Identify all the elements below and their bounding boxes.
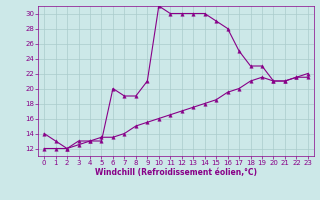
X-axis label: Windchill (Refroidissement éolien,°C): Windchill (Refroidissement éolien,°C) <box>95 168 257 177</box>
